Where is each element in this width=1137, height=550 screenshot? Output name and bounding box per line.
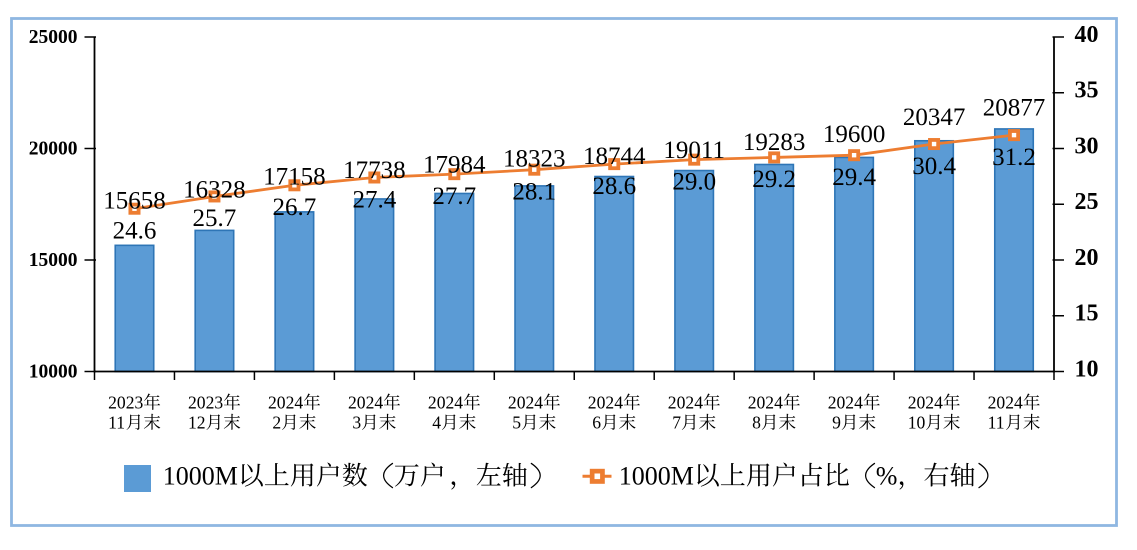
svg-text:10: 10 xyxy=(908,413,926,433)
svg-text:15: 15 xyxy=(1075,301,1099,327)
svg-text:2024: 2024 xyxy=(428,393,463,413)
svg-text:16328: 16328 xyxy=(183,177,246,204)
svg-text:8: 8 xyxy=(752,413,761,433)
svg-text:10000: 10000 xyxy=(29,361,78,382)
svg-text:2024: 2024 xyxy=(748,393,783,413)
svg-text:2024: 2024 xyxy=(508,393,543,413)
svg-text:29.4: 29.4 xyxy=(832,164,876,191)
svg-text:28.1: 28.1 xyxy=(512,179,556,206)
svg-text:%: % xyxy=(876,462,898,491)
svg-text:18744: 18744 xyxy=(583,143,646,170)
svg-text:27.4: 27.4 xyxy=(353,186,397,213)
svg-text:31.2: 31.2 xyxy=(992,144,1036,171)
svg-text:18323: 18323 xyxy=(503,146,566,173)
svg-text:20877: 20877 xyxy=(983,95,1046,122)
svg-text:20347: 20347 xyxy=(903,104,966,131)
svg-text:19011: 19011 xyxy=(663,137,725,164)
svg-text:25000: 25000 xyxy=(29,27,78,48)
svg-text:9: 9 xyxy=(832,413,841,433)
svg-text:15000: 15000 xyxy=(29,250,78,271)
svg-text:4: 4 xyxy=(432,413,441,433)
svg-text:6: 6 xyxy=(592,413,601,433)
svg-text:11: 11 xyxy=(108,413,125,433)
svg-text:2024: 2024 xyxy=(348,393,383,413)
svg-text:3: 3 xyxy=(352,413,361,433)
svg-text:20000: 20000 xyxy=(29,138,78,159)
svg-text:15658: 15658 xyxy=(103,188,166,215)
svg-text:2024: 2024 xyxy=(988,393,1023,413)
svg-text:7: 7 xyxy=(672,413,681,433)
svg-text:2: 2 xyxy=(272,413,281,433)
svg-text:2024: 2024 xyxy=(588,393,623,413)
svg-text:29.2: 29.2 xyxy=(752,166,796,193)
svg-text:17738: 17738 xyxy=(343,157,406,184)
svg-text:30.4: 30.4 xyxy=(912,153,956,180)
svg-text:30: 30 xyxy=(1075,133,1099,159)
svg-text:28.6: 28.6 xyxy=(592,173,636,200)
svg-text:2024: 2024 xyxy=(908,393,943,413)
svg-text:11: 11 xyxy=(988,413,1005,433)
svg-text:35: 35 xyxy=(1075,78,1099,104)
svg-text:19283: 19283 xyxy=(743,129,806,156)
svg-text:2023: 2023 xyxy=(108,393,143,413)
svg-text:5: 5 xyxy=(512,413,521,433)
svg-text:29.0: 29.0 xyxy=(672,169,716,196)
svg-text:17158: 17158 xyxy=(263,164,326,191)
svg-text:10: 10 xyxy=(1075,356,1099,382)
svg-text:2023: 2023 xyxy=(188,393,223,413)
svg-text:17984: 17984 xyxy=(423,151,486,178)
svg-text:2024: 2024 xyxy=(668,393,703,413)
svg-text:24.6: 24.6 xyxy=(113,218,157,245)
svg-text:2024: 2024 xyxy=(828,393,863,413)
svg-text:12: 12 xyxy=(188,413,206,433)
svg-text:1000M: 1000M xyxy=(619,462,694,491)
svg-text:26.7: 26.7 xyxy=(273,194,317,221)
svg-text:27.7: 27.7 xyxy=(432,183,476,210)
svg-text:1000M: 1000M xyxy=(163,462,238,491)
svg-text:2024: 2024 xyxy=(268,393,303,413)
svg-text:19600: 19600 xyxy=(823,121,886,148)
svg-text:25.7: 25.7 xyxy=(193,205,237,232)
svg-text:25: 25 xyxy=(1075,189,1099,215)
svg-text:20: 20 xyxy=(1075,245,1099,271)
svg-text:40: 40 xyxy=(1075,22,1099,48)
